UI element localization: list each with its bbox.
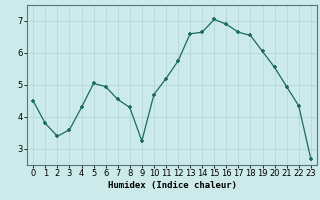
X-axis label: Humidex (Indice chaleur): Humidex (Indice chaleur) [108,181,236,190]
